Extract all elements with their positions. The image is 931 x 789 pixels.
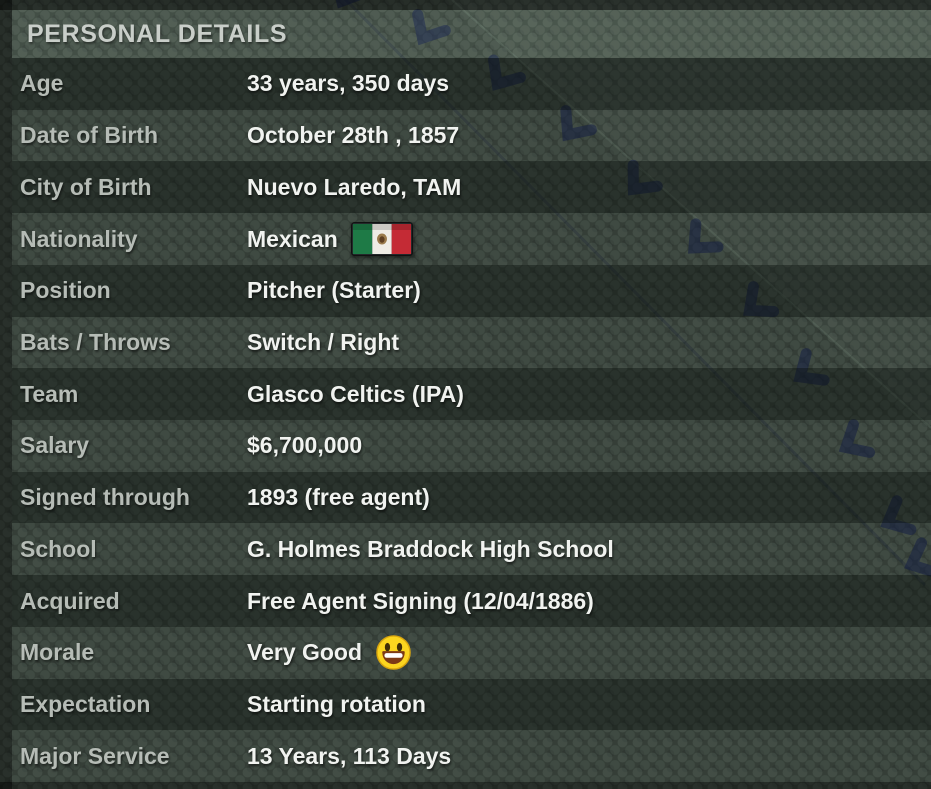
detail-label-bats-throws: Bats / Throws (20, 328, 171, 355)
detail-value-text-city-of-birth: Nuevo Laredo, TAM (247, 173, 462, 200)
detail-row-date-of-birth: Date of Birth October 28th , 1857 (12, 109, 931, 162)
panel-edge-left (0, 0, 12, 789)
detail-label-age: Age (20, 70, 64, 97)
detail-value-text-morale: Very Good (247, 639, 363, 666)
detail-label-team: Team (20, 380, 79, 407)
detail-value-major-service: 13 Years, 113 Days (247, 743, 451, 770)
detail-row-morale: Morale Very Good (12, 626, 931, 679)
detail-value-city-of-birth: Nuevo Laredo, TAM (247, 174, 461, 201)
detail-value-date-of-birth: October 28th , 1857 (247, 122, 459, 149)
detail-value-expectation: Starting rotation (247, 691, 426, 718)
detail-label-salary: Salary (20, 432, 90, 459)
grinning-face-emoji-icon (375, 634, 412, 671)
panel-edge-bottom (0, 782, 931, 789)
detail-label-nationality: Nationality (20, 225, 138, 252)
detail-label-major-service: Major Service (20, 742, 170, 769)
detail-value-text-bats-throws: Switch / Right (247, 328, 400, 355)
detail-row-salary: Salary $6,700,000 (12, 420, 931, 472)
detail-value-text-expectation: Starting rotation (247, 690, 426, 717)
detail-row-major-service: Major Service 13 Years, 113 Days (12, 730, 931, 783)
detail-value-signed-through: 1893 (free agent) (247, 484, 430, 511)
detail-value-text-signed-through: 1893 (free agent) (247, 484, 430, 511)
detail-value-nationality: Mexican (247, 222, 413, 257)
detail-value-text-salary: $6,700,000 (247, 432, 363, 459)
detail-value-text-position: Pitcher (Starter) (247, 277, 421, 304)
detail-value-text-team: Glasco Celtics (IPA) (247, 380, 464, 407)
detail-row-position: Position Pitcher (Starter) (12, 264, 931, 317)
stitch-chevrons (330, 0, 931, 578)
detail-label-signed-through: Signed through (20, 484, 190, 511)
detail-value-age: 33 years, 350 days (247, 70, 449, 97)
detail-label-acquired: Acquired (20, 587, 120, 614)
detail-row-acquired: Acquired Free Agent Signing (12/04/1886) (12, 575, 931, 627)
detail-row-team: Team Glasco Celtics (IPA) (12, 368, 931, 421)
panel-body: PERSONAL DETAILS Age 33 years, 350 days Da… (12, 10, 931, 783)
detail-value-team: Glasco Celtics (IPA) (247, 381, 464, 408)
detail-label-city-of-birth: City of Birth (20, 173, 152, 200)
detail-row-age: Age 33 years, 350 days (12, 58, 931, 110)
detail-label-morale: Morale (20, 639, 95, 666)
seam-groove-line (343, 0, 927, 587)
panel-title: PERSONAL DETAILS (27, 19, 288, 48)
detail-value-acquired: Free Agent Signing (12/04/1886) (247, 588, 594, 615)
detail-value-text-date-of-birth: October 28th , 1857 (247, 122, 460, 149)
detail-value-text-nationality: Mexican (247, 225, 338, 252)
mexico-flag-icon (350, 222, 413, 257)
detail-value-text-age: 33 years, 350 days (247, 70, 450, 97)
panel-header: PERSONAL DETAILS (12, 10, 931, 58)
detail-value-morale: Very Good (247, 634, 412, 671)
detail-label-date-of-birth: Date of Birth (20, 122, 158, 149)
detail-value-school: G. Holmes Braddock High School (247, 536, 614, 563)
detail-row-nationality: Nationality Mexican (12, 213, 931, 265)
detail-label-school: School (20, 535, 97, 562)
detail-value-text-acquired: Free Agent Signing (12/04/1886) (247, 587, 594, 614)
detail-value-bats-throws: Switch / Right (247, 329, 399, 356)
detail-value-salary: $6,700,000 (247, 432, 362, 459)
detail-row-bats-throws: Bats / Throws Switch / Right (12, 316, 931, 369)
detail-row-signed-through: Signed through 1893 (free agent) (12, 471, 931, 524)
detail-value-text-major-service: 13 Years, 113 Days (247, 742, 452, 769)
detail-row-school: School G. Holmes Braddock High School (12, 523, 931, 576)
panel-edge-top (0, 0, 931, 10)
seam-thread-line (451, 0, 931, 429)
detail-label-position: Position (20, 277, 111, 304)
detail-label-expectation: Expectation (20, 690, 151, 717)
seam-highlight-region (452, 0, 931, 428)
detail-value-text-school: G. Holmes Braddock High School (247, 535, 614, 562)
detail-rows: Age 33 years, 350 days Date of Birth Octobe… (12, 58, 931, 783)
detail-row-expectation: Expectation Starting rotation (12, 678, 931, 731)
detail-row-city-of-birth: City of Birth Nuevo Laredo, TAM (12, 161, 931, 214)
detail-value-position: Pitcher (Starter) (247, 277, 421, 304)
